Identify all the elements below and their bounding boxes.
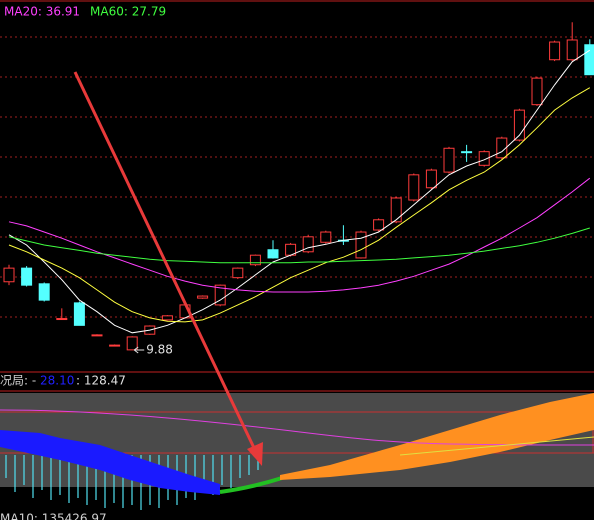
volume-header: MA10: 135426.97 [0,512,107,520]
candle-body [373,219,385,231]
arrow-head [247,442,263,466]
candle-body [91,334,103,337]
candle-body [126,336,138,351]
candle-body [3,267,15,283]
ma-line [8,177,591,293]
band-down [0,430,220,495]
candle-body [320,231,332,243]
candle-body [38,283,50,301]
candle-body [390,197,402,223]
plot: 9.88 [3,22,594,357]
candle-body [109,344,121,347]
indicator-line [0,409,594,446]
candle-body [21,267,33,286]
candle-body [513,109,525,141]
indicator-name: 况局: - [0,374,36,388]
indicator-value: : 128.47 [76,374,126,388]
candle-body [531,77,543,106]
low-marker: 9.88 [146,343,173,357]
ma-line [8,49,591,334]
candle-body [302,236,314,253]
candle-body [425,169,437,189]
candle-body [566,39,578,61]
indicator-line [399,436,594,456]
band-up [280,393,594,480]
ma-line [8,87,591,323]
band-turn [219,476,283,494]
candle-body [161,315,173,321]
legend-entry: MA20: 36.91 [4,5,80,19]
grid [0,0,594,392]
candle-body [496,137,508,159]
arrow-shaft [73,71,257,451]
candle-body [549,41,561,61]
indicator-value: 28.10 [40,374,74,388]
candle-body [73,302,85,326]
legend-entry: MA60: 27.79 [90,5,166,19]
candle-body [267,249,279,259]
candle-body [56,318,68,321]
candle-body [355,231,367,259]
candle-body [461,151,473,154]
ma-line [8,227,590,264]
candle-body [584,44,594,76]
marker-arrow [133,346,145,354]
candle-body [443,147,455,173]
candle-body [214,284,226,306]
candle-body [232,267,244,279]
candle-body [478,151,490,166]
annotation-arrow [73,71,263,466]
indicator-panel [0,393,594,510]
legend: MA20: 36.91 MA60: 27.79 [4,5,166,19]
candle-body [408,174,420,201]
candle-body [197,295,209,299]
candle-body [249,254,261,266]
